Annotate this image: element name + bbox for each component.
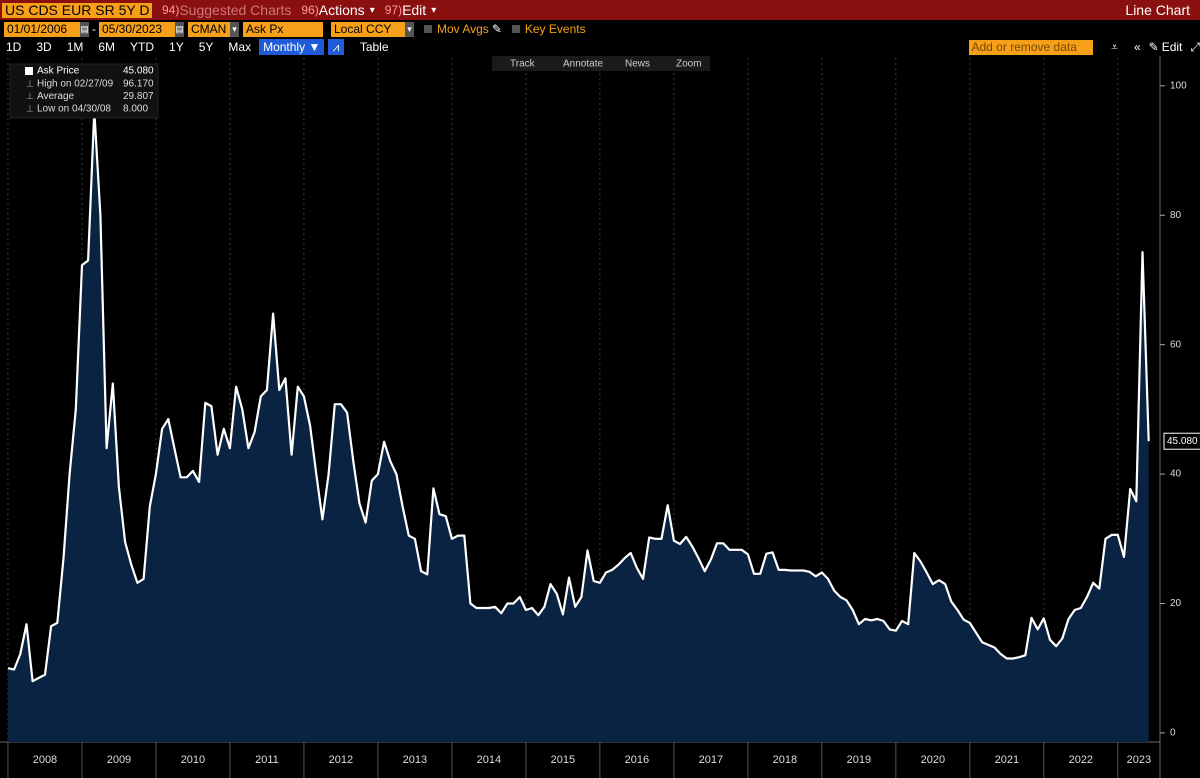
y-tick-label: 60 bbox=[1170, 339, 1182, 350]
x-tick-label: 2011 bbox=[255, 754, 279, 766]
dropdown[interactable]: ▾ bbox=[405, 21, 414, 37]
pencil[interactable]: ✎ bbox=[1148, 40, 1159, 54]
menu-num: 96) bbox=[301, 3, 319, 17]
field[interactable]: Ask Px bbox=[243, 21, 323, 37]
x-tick-label: 2014 bbox=[477, 754, 501, 766]
y-axis-band bbox=[1160, 56, 1200, 778]
periods: 1D 3D 1M 6M YTD 1Y 5Y Max bbox=[0, 40, 251, 54]
date-separator: - bbox=[92, 22, 96, 36]
frequency-label: Monthly bbox=[263, 40, 306, 54]
period-bar: 1D 3D 1M 6M YTD 1Y 5Y Max Monthly ▼ ⩘ Table Add… bbox=[0, 38, 1200, 56]
calendar[interactable]: ▤ bbox=[80, 21, 89, 37]
expand[interactable]: ⤢ bbox=[1190, 39, 1200, 54]
settings-bar: 01/01/2006 ▤ - 05/30/2023 ▤ CMAN ▾ Ask Px L… bbox=[0, 20, 1200, 38]
mov-avgs[interactable]: Mov Avgs bbox=[437, 22, 489, 36]
x-tick-label: 2017 bbox=[699, 754, 723, 766]
period[interactable]: YTD bbox=[130, 40, 155, 54]
key-events[interactable]: Key Events bbox=[524, 22, 586, 36]
checkbox[interactable] bbox=[424, 25, 432, 33]
period[interactable]: 1Y bbox=[169, 40, 184, 54]
stat-icon: ⊥ bbox=[26, 78, 34, 88]
area bbox=[8, 110, 1149, 743]
x-tick-label: 2022 bbox=[1069, 754, 1093, 766]
tool-button[interactable]: Zoom bbox=[676, 59, 702, 70]
y-tick-label: 100 bbox=[1170, 80, 1187, 91]
x-tick-label: 2012 bbox=[329, 754, 353, 766]
period[interactable]: 1M bbox=[66, 40, 84, 54]
stat-label: Low on 04/30/08 bbox=[37, 104, 111, 115]
tool-bar-bg bbox=[492, 56, 710, 71]
chart-icon[interactable]: ⩘ bbox=[328, 39, 344, 55]
y-tick-label: 20 bbox=[1170, 598, 1182, 609]
stat-icon: ⊥ bbox=[26, 103, 34, 113]
y-tick-label: 40 bbox=[1170, 469, 1182, 480]
y-tick-label: 0 bbox=[1170, 728, 1176, 739]
chart-kind: Line Chart bbox=[1125, 2, 1190, 18]
tool-button[interactable]: Annotate bbox=[563, 59, 603, 70]
stat-value: 8.000 bbox=[123, 104, 148, 115]
legend-swatch bbox=[25, 67, 33, 75]
menu[interactable]: Suggested Charts bbox=[179, 2, 292, 18]
table[interactable]: Table bbox=[359, 40, 389, 54]
period[interactable]: 6M bbox=[98, 40, 116, 54]
x-tick-label: 2020 bbox=[921, 754, 945, 766]
stat-icon: ⊥ bbox=[26, 91, 34, 101]
x-tick-label: 2013 bbox=[403, 754, 427, 766]
calendar[interactable]: ▤ bbox=[175, 21, 184, 37]
title-bar: US CDS EUR SR 5Y D 94) Suggested Charts 9… bbox=[0, 0, 1200, 20]
edit[interactable]: Edit bbox=[1161, 40, 1183, 54]
frequency[interactable]: Monthly ▼ bbox=[259, 39, 325, 55]
menu[interactable]: Edit bbox=[402, 2, 427, 18]
stat-value: 29.807 bbox=[123, 91, 154, 102]
security[interactable]: US CDS EUR SR 5Y D bbox=[2, 2, 152, 18]
period[interactable]: 1D bbox=[6, 40, 22, 54]
x-tick-label: 2018 bbox=[773, 754, 797, 766]
stat-label: High on 02/27/09 bbox=[37, 79, 114, 90]
stat-label: Average bbox=[37, 91, 75, 102]
legend: Ask Price 45.080⊥ High on 02/27/09 96.170⊥ A… bbox=[9, 63, 159, 119]
y-tick-label: 80 bbox=[1170, 210, 1182, 221]
line bbox=[7, 109, 1150, 683]
x-tick-label: 2009 bbox=[107, 754, 131, 766]
period[interactable]: 3D bbox=[36, 40, 52, 54]
add-data[interactable]: Add or remove data bbox=[968, 39, 1094, 55]
tool-button[interactable]: News bbox=[625, 59, 650, 70]
x-tick-label: 2019 bbox=[847, 754, 871, 766]
caret: ▾ bbox=[431, 4, 437, 16]
x-tick-label: 2010 bbox=[181, 754, 205, 766]
collapse[interactable]: « bbox=[1133, 40, 1141, 54]
legend-box bbox=[9, 63, 159, 119]
caret: ▾ bbox=[369, 4, 375, 16]
x-tick-label: 2008 bbox=[33, 754, 57, 766]
menu-num: 97) bbox=[384, 3, 403, 17]
start-date[interactable]: 01/01/2006 bbox=[4, 21, 80, 37]
x-tick-label: 2016 bbox=[625, 754, 649, 766]
price-tag-label: 45.080 bbox=[1167, 436, 1198, 447]
x-tick-label: 2023 bbox=[1127, 754, 1151, 766]
currency[interactable]: Local CCY bbox=[331, 21, 405, 37]
x-tick-label: 2021 bbox=[995, 754, 1019, 766]
price-tag bbox=[1163, 432, 1200, 450]
filter[interactable]: ⩡ bbox=[1111, 39, 1118, 54]
end-date[interactable]: 05/30/2023 bbox=[99, 21, 175, 37]
legend-label: Ask Price bbox=[37, 66, 80, 77]
pencil[interactable]: ✎ bbox=[491, 22, 502, 36]
stat-value: 96.170 bbox=[123, 79, 154, 90]
checkbox[interactable] bbox=[511, 25, 520, 33]
legend-value: 45.080 bbox=[123, 66, 154, 77]
source[interactable]: CMAN bbox=[188, 21, 230, 37]
dropdown[interactable]: ▾ bbox=[230, 21, 239, 37]
x-tick-label: 2015 bbox=[551, 754, 575, 766]
x-axis-band bbox=[0, 742, 1160, 778]
menu-num: 94) bbox=[162, 3, 180, 17]
period[interactable]: 5Y bbox=[198, 40, 214, 54]
period[interactable]: Max bbox=[228, 40, 252, 54]
menu[interactable]: Actions bbox=[318, 2, 365, 18]
tool-button[interactable]: Track bbox=[510, 59, 536, 70]
tool-bar: Track Annotate News Zoom bbox=[492, 56, 710, 71]
